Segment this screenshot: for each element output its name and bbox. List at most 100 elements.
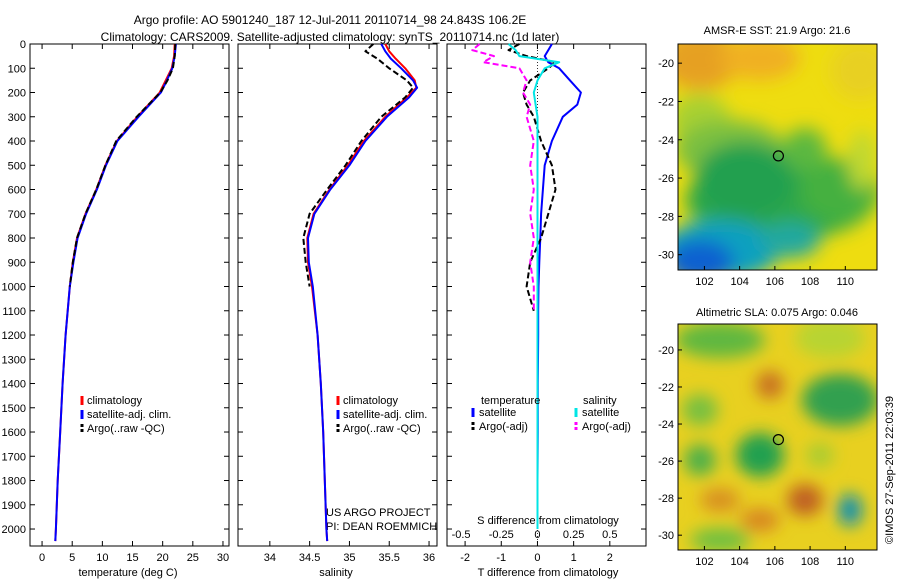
difference-legend-label: Argo(-adj) (582, 421, 631, 433)
depth-tick-label: 1600 (2, 427, 26, 439)
salinity-legend-label: Argo(..raw -QC) (343, 423, 421, 435)
sla-map-ytick-label: -26 (658, 456, 674, 468)
depth-tick-label: 2000 (2, 524, 26, 536)
sla-map-ytick-label: -22 (658, 382, 674, 394)
salinity-series-argo-raw-qc- (302, 43, 415, 287)
difference-axes-frame (446, 43, 647, 547)
salinity-profile-panel: salinity US ARGO PROJECT PI: DEAN ROEMMI… (237, 43, 438, 579)
depth-tick-label: 1500 (2, 403, 26, 415)
sla-map-ytick-label: -28 (658, 493, 674, 505)
header-line-2: Climatology: CARS2009. Satellite-adjuste… (101, 30, 560, 44)
difference-xtick-label: 0 (534, 552, 540, 564)
temperature-xtick-label: 10 (96, 552, 108, 564)
sst-map-ytick-label: -30 (658, 250, 674, 262)
sst-map-xtick-label: 104 (730, 276, 748, 288)
depth-tick-label: 1700 (2, 451, 26, 463)
chart-marks: 0 5 10 15 20 25 300100200300400500600700800900… (2, 39, 855, 568)
sst-map-panel: AMSR-E SST: 21.9 Argo: 21.6 (677, 25, 878, 271)
temperature-legend-label: climatology (87, 395, 143, 407)
sst-map-title: AMSR-E SST: 21.9 Argo: 21.6 (704, 25, 851, 37)
depth-tick-label: 300 (8, 112, 26, 124)
imos-timestamp: ©IMOS 27-Sep-2011 22:03:39 (884, 396, 896, 544)
s-difference-label: S difference from climatology (477, 515, 619, 527)
difference-series-salinity-argo-adj- (471, 43, 535, 311)
salinity-difference-scale-label: -0.5 (452, 529, 471, 541)
sst-map-ytick-label: -22 (658, 96, 674, 108)
sla-map-xtick-label: 102 (695, 556, 713, 568)
depth-tick-label: 1300 (2, 354, 26, 366)
sst-argo-location-marker (772, 150, 785, 162)
difference-legend-label: satellite (479, 407, 516, 419)
project-note-line-2: PI: DEAN ROEMMICH (326, 521, 437, 533)
sla-map-title: Altimetric SLA: 0.075 Argo: 0.046 (696, 307, 858, 319)
salinity-xtick-label: 35 (343, 552, 355, 564)
sla-map-ytick-label: -24 (658, 419, 674, 431)
temperature-xtick-label: 5 (69, 552, 75, 564)
temperature-series-argo-raw-qc- (68, 43, 177, 287)
sst-map-xtick-label: 106 (766, 276, 784, 288)
sla-map-frame (677, 323, 878, 551)
sst-map-ytick-label: -28 (658, 211, 674, 223)
sla-map-xtick-label: 108 (801, 556, 819, 568)
sst-map-xtick-label: 110 (837, 276, 855, 288)
depth-tick-label: 1000 (2, 282, 26, 294)
salinity-difference-scale-label: 0 (534, 529, 540, 541)
salinity-difference-scale-label: 0.25 (563, 529, 584, 541)
salinity-xtick-label: 34 (264, 552, 276, 564)
legend-header-salinity: salinity (583, 395, 617, 407)
temperature-xlabel: temperature (deg C) (78, 567, 177, 579)
difference-series-salinity-satellite (507, 43, 561, 529)
salinity-series-satellite-adj-clim- (307, 43, 419, 542)
depth-tick-label: 700 (8, 209, 26, 221)
depth-tick-label: 1800 (2, 476, 26, 488)
sst-map-ytick-label: -26 (658, 173, 674, 185)
sla-map-ytick-label: -30 (658, 530, 674, 542)
sla-map-xtick-label: 110 (837, 556, 855, 568)
temperature-legend-label: satellite-adj. clim. (87, 409, 171, 421)
depth-tick-label: 500 (8, 160, 26, 172)
salinity-xtick-label: 35.5 (379, 552, 400, 564)
depth-tick-label: 400 (8, 136, 26, 148)
temperature-legend-label: Argo(..raw -QC) (87, 423, 165, 435)
difference-xtick-label: 1 (571, 552, 577, 564)
sla-map-panel: Altimetric SLA: 0.075 Argo: 0.046 (677, 307, 878, 551)
salinity-difference-scale-label: 0.5 (602, 529, 617, 541)
temperature-xtick-label: 25 (187, 552, 199, 564)
depth-tick-label: 600 (8, 185, 26, 197)
depth-tick-label: 1400 (2, 379, 26, 391)
sla-field (678, 324, 877, 550)
temperature-xtick-label: 20 (157, 552, 169, 564)
sla-map-ytick-label: -20 (658, 345, 674, 357)
salinity-axes-frame (237, 43, 438, 547)
depth-tick-label: 1900 (2, 500, 26, 512)
temperature-xtick-label: 15 (126, 552, 138, 564)
difference-legend-label: Argo(-adj) (479, 421, 528, 433)
depth-tick-label: 200 (8, 88, 26, 100)
depth-tick-label: 1100 (2, 306, 26, 318)
depth-tick-label: 900 (8, 257, 26, 269)
sla-map-xtick-label: 106 (766, 556, 784, 568)
sst-map-xtick-label: 108 (801, 276, 819, 288)
temperature-xtick-label: 30 (217, 552, 229, 564)
difference-xtick-label: -2 (460, 552, 470, 564)
legend-header-temperature: temperature (481, 395, 540, 407)
difference-xlabel: T difference from climatology (478, 567, 619, 579)
salinity-xlabel: salinity (319, 567, 353, 579)
sst-field (678, 44, 877, 270)
salinity-difference-scale-label: -0.25 (489, 529, 514, 541)
depth-tick-label: 1200 (2, 330, 26, 342)
salinity-xtick-label: 36 (423, 552, 435, 564)
project-note-line-1: US ARGO PROJECT (326, 507, 431, 519)
depth-tick-label: 100 (8, 63, 26, 75)
difference-profile-panel: T difference from climatology S differen… (446, 43, 647, 579)
depth-tick-label: 0 (20, 39, 26, 51)
depth-tick-label: 800 (8, 233, 26, 245)
temperature-axes-frame (29, 43, 230, 547)
difference-legend-label: satellite (582, 407, 619, 419)
sst-map-ytick-label: -24 (658, 135, 674, 147)
sst-map-xtick-label: 102 (695, 276, 713, 288)
salinity-legend-label: satellite-adj. clim. (343, 409, 427, 421)
difference-xtick-label: 2 (607, 552, 613, 564)
sst-map-frame (677, 43, 878, 271)
